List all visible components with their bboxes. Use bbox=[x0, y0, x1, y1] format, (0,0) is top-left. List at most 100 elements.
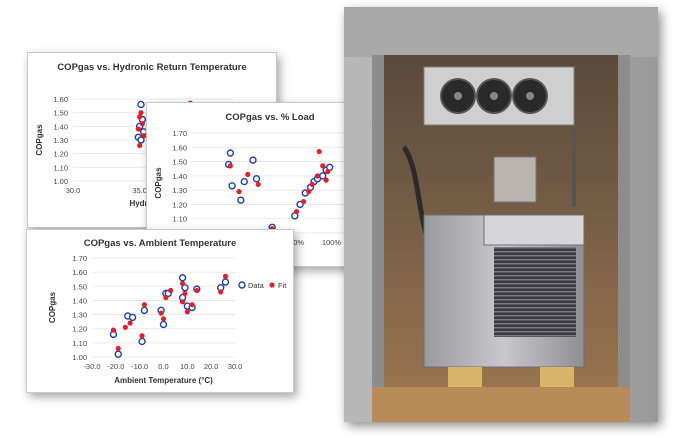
y-tick-label: 1.20 bbox=[172, 200, 187, 209]
fit-point bbox=[168, 287, 174, 294]
x-axis-title: Ambient Temperature (°C) bbox=[114, 376, 213, 385]
y-tick-label: 1.10 bbox=[53, 163, 68, 172]
chart-ambient: COPgas vs. Ambient Temperature 1.00 1.10 1.… bbox=[48, 238, 287, 385]
data-point bbox=[228, 182, 236, 190]
fit-point bbox=[182, 290, 188, 296]
chart-panel-ambient: COPgas vs. Ambient Temperature 1.00 1.10 1.… bbox=[26, 229, 294, 393]
y-axis-title: COPgas bbox=[154, 167, 163, 199]
fit-point bbox=[110, 327, 117, 333]
fit-point bbox=[222, 273, 229, 279]
fit-point bbox=[194, 287, 200, 294]
fit-point bbox=[255, 181, 261, 188]
legend-marker bbox=[269, 282, 275, 288]
x-tick-label: -10.0 bbox=[131, 362, 148, 371]
fit-point bbox=[184, 309, 190, 315]
fit-point bbox=[306, 188, 312, 195]
data-point bbox=[252, 175, 261, 183]
fit-point bbox=[139, 121, 145, 127]
legend-label: Data bbox=[248, 281, 265, 290]
fit-point bbox=[300, 198, 307, 205]
fit-point bbox=[160, 316, 167, 322]
fit-point bbox=[179, 280, 186, 287]
fit-point bbox=[137, 114, 143, 120]
fit-point bbox=[314, 173, 321, 179]
data-point bbox=[137, 136, 145, 144]
fit-point bbox=[115, 345, 121, 352]
y-tick-label: 1.40 bbox=[53, 122, 68, 131]
fit-point bbox=[141, 302, 148, 308]
legend-marker bbox=[238, 281, 246, 289]
data-point bbox=[140, 306, 149, 315]
y-tick-label: 1.50 bbox=[72, 282, 87, 291]
x-tick-label: 10.0 bbox=[180, 362, 195, 371]
x-tick-label: 80% bbox=[289, 238, 304, 247]
data-point bbox=[226, 149, 235, 157]
y-tick-label: 1.00 bbox=[72, 353, 87, 362]
y-axis-title: COPgas bbox=[48, 291, 57, 323]
y-tick-label: 1.10 bbox=[72, 339, 87, 348]
data-point bbox=[237, 196, 245, 204]
x-tick-label: 20.0 bbox=[204, 362, 219, 371]
legend-label: Fit bbox=[278, 281, 287, 290]
fit-point bbox=[179, 299, 186, 305]
data-point bbox=[240, 177, 248, 186]
fit-point bbox=[293, 208, 300, 215]
fit-point bbox=[137, 142, 143, 149]
y-tick-label: 1.50 bbox=[172, 158, 187, 167]
y-tick-label: 1.60 bbox=[53, 95, 68, 104]
fit-point bbox=[135, 126, 141, 132]
fit-point bbox=[127, 320, 133, 326]
y-tick-label: 1.40 bbox=[72, 296, 87, 305]
fit-point bbox=[218, 289, 224, 295]
fit-point bbox=[245, 171, 251, 178]
fit-point bbox=[227, 163, 233, 169]
chart-load: COPgas vs. % Load1.001.101.201.301.401.5… bbox=[154, 112, 376, 256]
fit-point bbox=[309, 181, 315, 188]
chart-title: COPgas vs. % Load bbox=[225, 112, 314, 123]
fit-point bbox=[163, 295, 169, 301]
x-tick-label: 100% bbox=[322, 238, 342, 247]
fit-point bbox=[320, 163, 326, 169]
fit-point bbox=[189, 302, 195, 308]
chart-title: COPgas vs. Hydronic Return Temperature bbox=[57, 62, 246, 73]
y-tick-label: 1.00 bbox=[53, 177, 68, 186]
data-point bbox=[114, 350, 122, 358]
y-tick-label: 1.20 bbox=[53, 150, 68, 159]
data-point bbox=[138, 337, 146, 346]
y-tick-label: 1.70 bbox=[72, 254, 87, 263]
x-tick-label: -20.0 bbox=[107, 362, 124, 371]
y-axis-title: COPgas bbox=[35, 124, 44, 156]
data-point bbox=[159, 320, 168, 329]
y-tick-label: 1.70 bbox=[172, 129, 187, 138]
data-point bbox=[249, 156, 257, 164]
y-tick-label: 1.60 bbox=[72, 268, 87, 277]
y-tick-label: 1.20 bbox=[72, 325, 87, 334]
data-point bbox=[178, 274, 187, 282]
fit-point bbox=[158, 310, 164, 316]
test-chamber-photo bbox=[344, 7, 658, 422]
fit-point bbox=[122, 324, 128, 330]
data-point bbox=[181, 284, 189, 292]
x-tick-label: 30.0 bbox=[66, 186, 81, 195]
fit-point bbox=[141, 133, 147, 139]
fit-point bbox=[316, 148, 322, 155]
fit-point bbox=[139, 333, 145, 339]
x-tick-label: 0.0 bbox=[158, 362, 168, 371]
data-point bbox=[128, 313, 137, 322]
y-tick-label: 1.60 bbox=[172, 143, 187, 152]
data-point bbox=[137, 100, 145, 109]
x-tick-label: -30.0 bbox=[83, 362, 100, 371]
x-tick-label: 35.0 bbox=[132, 186, 147, 195]
y-tick-label: 1.30 bbox=[72, 311, 87, 320]
y-tick-label: 1.50 bbox=[53, 109, 68, 118]
data-point bbox=[221, 278, 230, 286]
fit-point bbox=[323, 177, 329, 183]
y-tick-label: 1.30 bbox=[53, 136, 68, 145]
chart-title: COPgas vs. Ambient Temperature bbox=[84, 238, 237, 249]
fit-point bbox=[236, 188, 242, 195]
fit-point bbox=[325, 168, 331, 175]
y-tick-label: 1.10 bbox=[172, 215, 187, 224]
coil-fins bbox=[494, 247, 576, 337]
y-tick-label: 1.30 bbox=[172, 186, 187, 195]
x-tick-label: 30.0 bbox=[228, 362, 243, 371]
